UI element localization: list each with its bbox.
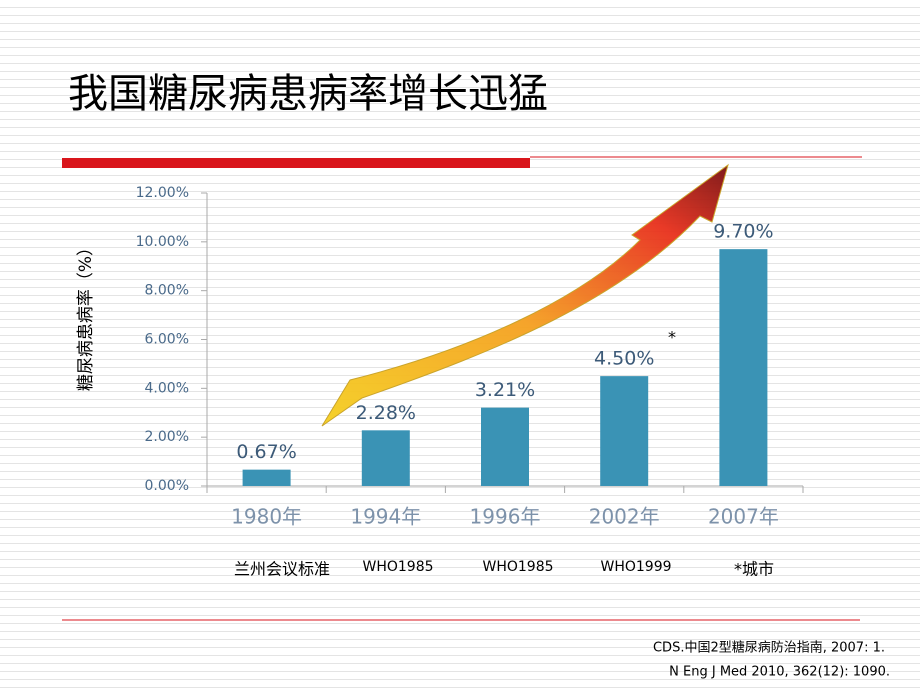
bar — [481, 407, 529, 486]
y-tick-label: 4.00% — [145, 380, 189, 396]
y-tick-label: 12.00% — [136, 185, 189, 201]
criterion: WHO1999 — [600, 559, 671, 575]
x-tick-label: 1994年 — [350, 505, 421, 529]
y-tick-label: 10.00% — [136, 234, 189, 250]
value-label: 3.21% — [475, 379, 535, 401]
criterion: *城市 — [734, 560, 774, 579]
bar — [242, 469, 291, 486]
x-tick-label: 1980年 — [231, 505, 302, 529]
value-label: 2.28% — [356, 402, 416, 424]
source: N Eng J Med 2010, 362(12): 1090. — [669, 665, 890, 680]
criterion: WHO1985 — [362, 559, 433, 575]
bar — [600, 376, 649, 486]
y-tick-label: 6.00% — [145, 332, 189, 348]
x-tick-label: 2007年 — [708, 505, 779, 529]
chart-title: 我国糖尿病患病率增长迅猛 — [68, 71, 548, 117]
value-label: 0.67% — [236, 441, 296, 463]
y-tick-label: 2.00% — [145, 429, 189, 445]
x-tick-label: 2002年 — [589, 505, 660, 529]
source: CDS.中国2型糖尿病防治指南, 2007: 1. — [653, 640, 885, 656]
growth-arrow — [321, 163, 729, 427]
criterion: 兰州会议标准 — [234, 560, 330, 579]
criterion: WHO1985 — [482, 559, 553, 575]
x-tick-label: 1996年 — [470, 505, 541, 529]
bar — [361, 430, 410, 486]
y-tick-label: 0.00% — [145, 478, 189, 494]
value-label: 4.50% — [594, 348, 654, 370]
y-tick-label: 8.00% — [145, 283, 189, 299]
marker: * — [668, 328, 676, 347]
bar — [719, 249, 768, 486]
y-axis-label: 糖尿病患病率（%） — [76, 239, 96, 391]
title-bar — [62, 158, 530, 168]
value-label: 9.70% — [713, 221, 773, 243]
